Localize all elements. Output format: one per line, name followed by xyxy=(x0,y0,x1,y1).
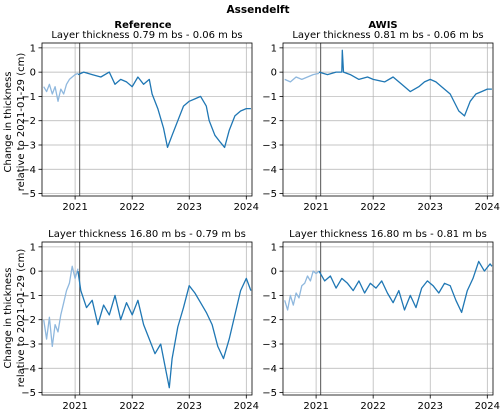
panel-bottom-left: Layer thickness 16.80 m bs - 0.79 m bs 20… xyxy=(21,229,259,412)
column-title-awis: AWIS xyxy=(368,20,397,31)
figure-suptitle: Assendelft xyxy=(226,4,289,16)
y-tick-label: −3 xyxy=(21,141,36,152)
panel-title: Layer thickness 0.81 m bs - 0.06 m bs xyxy=(292,30,483,41)
x-tick-label: 2022 xyxy=(119,401,144,412)
x-tick-label: 2022 xyxy=(360,202,385,213)
series-line-pre xyxy=(284,72,320,83)
ylabel-top-line1: Change in thickness xyxy=(3,72,14,173)
series-line-main xyxy=(77,271,252,389)
y-tick-label: 0 xyxy=(271,267,277,278)
x-tick-label: 2024 xyxy=(234,202,259,213)
y-tick-label: −3 xyxy=(21,340,36,351)
y-tick-label: −3 xyxy=(262,340,277,351)
x-tick-label: 2021 xyxy=(62,202,87,213)
series-line-main xyxy=(318,49,492,117)
x-tick-label: 2024 xyxy=(234,401,259,412)
y-tick-label: −5 xyxy=(21,189,36,200)
plot-frame xyxy=(41,241,253,396)
x-tick-label: 2022 xyxy=(360,401,385,412)
y-tick-label: −5 xyxy=(21,388,36,399)
panel-bottom-right: Layer thickness 16.80 m bs - 0.81 m bs 20… xyxy=(262,229,500,412)
y-tick-label: 0 xyxy=(30,68,36,79)
y-tick-label: −4 xyxy=(262,165,277,176)
series-line-pre xyxy=(284,270,320,311)
x-tick-label: 2023 xyxy=(418,202,443,213)
y-tick-label: 0 xyxy=(271,68,277,79)
y-tick-label: −5 xyxy=(262,388,277,399)
series-line-pre xyxy=(43,265,79,348)
y-tick-label: 1 xyxy=(30,242,36,253)
x-tick-label: 2024 xyxy=(475,401,500,412)
plot-frame xyxy=(41,42,253,197)
plot-frame xyxy=(282,241,494,396)
ylabel-bottom-line2: relative to 2021-01-29 (cm) xyxy=(16,249,27,388)
ylabel-bottom-line1: Change in thickness xyxy=(3,268,14,369)
x-tick-label: 2021 xyxy=(62,401,87,412)
y-tick-label: −4 xyxy=(262,364,277,375)
y-tick-label: −1 xyxy=(262,291,277,302)
panel-title: Layer thickness 16.80 m bs - 0.81 m bs xyxy=(289,229,487,240)
y-tick-label: −2 xyxy=(21,315,36,326)
x-tick-label: 2024 xyxy=(475,202,500,213)
ylabel-top-line2: relative to 2021-01-29 (cm) xyxy=(16,53,27,192)
x-tick-label: 2022 xyxy=(119,202,144,213)
series-line-main xyxy=(77,71,251,149)
column-title-reference: Reference xyxy=(114,20,171,31)
y-tick-label: −2 xyxy=(262,315,277,326)
panel-title: Layer thickness 0.79 m bs - 0.06 m bs xyxy=(51,30,242,41)
x-tick-label: 2023 xyxy=(177,401,202,412)
panel-top-right: Layer thickness 0.81 m bs - 0.06 m bs 202… xyxy=(262,30,500,213)
panel-top-left: Layer thickness 0.79 m bs - 0.06 m bs 202… xyxy=(21,30,259,213)
x-tick-label: 2021 xyxy=(303,202,328,213)
y-tick-label: 0 xyxy=(30,267,36,278)
y-tick-label: −5 xyxy=(262,189,277,200)
panel-title: Layer thickness 16.80 m bs - 0.79 m bs xyxy=(48,229,246,240)
y-tick-label: −1 xyxy=(262,92,277,103)
y-tick-label: −1 xyxy=(21,291,36,302)
y-tick-label: 1 xyxy=(271,43,277,54)
y-tick-label: −2 xyxy=(262,116,277,127)
y-tick-label: −4 xyxy=(21,364,36,375)
x-tick-label: 2021 xyxy=(303,401,328,412)
x-tick-label: 2023 xyxy=(418,401,443,412)
y-tick-label: −1 xyxy=(21,92,36,103)
series-line-pre xyxy=(43,72,79,102)
y-tick-label: −2 xyxy=(21,116,36,127)
y-tick-label: −3 xyxy=(262,141,277,152)
plot-frame xyxy=(282,42,494,197)
y-tick-label: 1 xyxy=(271,242,277,253)
y-tick-label: −4 xyxy=(21,165,36,176)
series-line-main xyxy=(318,260,493,314)
y-tick-label: 1 xyxy=(30,43,36,54)
x-tick-label: 2023 xyxy=(177,202,202,213)
